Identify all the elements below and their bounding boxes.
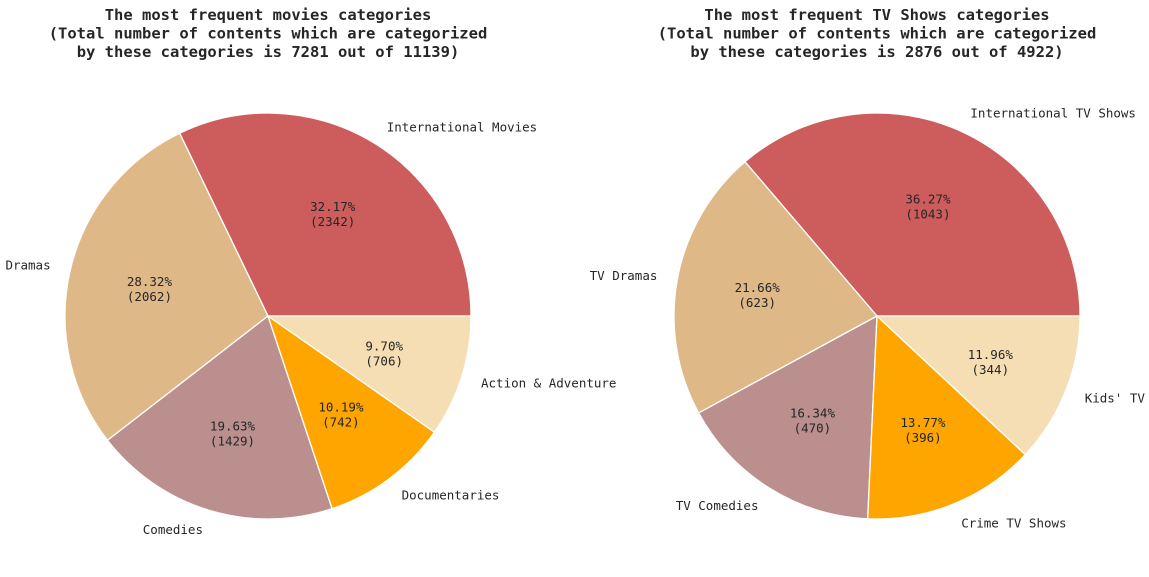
slice-label-tv-dramas: TV Dramas xyxy=(590,268,658,283)
slice-label-kids-tv: Kids' TV xyxy=(1085,390,1146,405)
tv-shows-title-line-3: by these categories is 2876 out of 4922) xyxy=(690,43,1063,61)
slice-percent-label: 32.17% xyxy=(310,199,356,214)
slice-value-dramas: 28.32% (2062) xyxy=(127,274,173,304)
tv-shows-title-line-1: The most frequent TV Shows categories xyxy=(704,6,1049,24)
tv-shows-chart-title: The most frequent TV Shows categories (To… xyxy=(658,6,1097,61)
slice-count-label: (2342) xyxy=(310,214,355,229)
slice-count-label: (706) xyxy=(365,354,403,369)
slice-label-dramas: Dramas xyxy=(5,257,50,272)
slice-value-action-adventure: 9.70% (706) xyxy=(365,339,403,369)
movies-slice-labels: International Movies 32.17% (2342) Dramas 28… xyxy=(5,119,616,537)
movies-slices xyxy=(64,112,472,520)
slice-count-label: (2062) xyxy=(127,289,172,304)
slice-percent-label: 19.63% xyxy=(210,419,256,434)
slice-value-tv-comedies: 16.34% (470) xyxy=(790,405,836,435)
tv-shows-slices xyxy=(673,112,1081,520)
slice-percent-label: 9.70% xyxy=(365,339,403,354)
slice-percent-label: 13.77% xyxy=(900,415,946,430)
slice-percent-label: 28.32% xyxy=(127,274,173,289)
movies-chart-title: The most frequent movies categories (Tota… xyxy=(49,6,488,61)
slice-count-label: (396) xyxy=(904,430,942,445)
pie-slice-comedies xyxy=(106,314,333,520)
slice-count-label: (470) xyxy=(794,420,832,435)
slice-value-documentaries: 10.19% (742) xyxy=(318,400,364,430)
pie-slice-kids-tv xyxy=(875,315,1081,456)
tv-shows-title-line-2: (Total number of contents which are cate… xyxy=(658,25,1097,43)
movies-categories-pie-chart: The most frequent movies categories (Tota… xyxy=(5,6,616,537)
pie-slice-international-tv-shows xyxy=(744,112,1081,317)
slice-label-international-tv-shows: International TV Shows xyxy=(970,106,1136,121)
slice-count-label: (1043) xyxy=(905,207,950,222)
slice-value-international-movies: 32.17% (2342) xyxy=(310,199,356,229)
slice-value-crime-tv-shows: 13.77% (396) xyxy=(900,415,946,445)
slice-label-action-adventure: Action & Adventure xyxy=(481,376,616,391)
slice-percent-label: 16.34% xyxy=(790,405,836,420)
pie-slice-international-movies xyxy=(178,112,472,317)
slice-label-documentaries: Documentaries xyxy=(402,487,500,502)
slice-percent-label: 36.27% xyxy=(905,192,951,207)
slice-count-label: (623) xyxy=(738,295,776,310)
slice-count-label: (344) xyxy=(971,362,1009,377)
slice-count-label: (1429) xyxy=(210,434,255,449)
slice-value-comedies: 19.63% (1429) xyxy=(210,419,256,449)
tv-shows-slice-labels: International TV Shows 36.27% (1043) TV Dra… xyxy=(590,106,1146,531)
slice-percent-label: 11.96% xyxy=(968,347,1014,362)
pie-slice-tv-dramas xyxy=(673,160,879,414)
slice-count-label: (742) xyxy=(322,415,360,430)
pie-slice-crime-tv-shows xyxy=(867,314,1027,520)
slice-label-international-movies: International Movies xyxy=(387,119,538,134)
slice-percent-label: 21.66% xyxy=(735,280,781,295)
pie-slice-tv-comedies xyxy=(697,314,878,520)
slice-value-tv-dramas: 21.66% (623) xyxy=(735,280,781,310)
movies-title-line-1: The most frequent movies categories xyxy=(105,6,432,24)
movies-title-line-2: (Total number of contents which are cate… xyxy=(49,25,488,43)
movies-title-line-3: by these categories is 7281 out of 11139… xyxy=(77,43,460,61)
slice-value-kids-tv: 11.96% (344) xyxy=(968,347,1014,377)
slice-label-crime-tv-shows: Crime TV Shows xyxy=(961,515,1066,530)
pie-slice-action-adventure xyxy=(265,315,472,434)
slice-percent-label: 10.19% xyxy=(318,400,364,415)
pie-slice-documentaries xyxy=(266,314,436,510)
slice-value-international-tv-shows: 36.27% (1043) xyxy=(905,192,951,222)
pie-slice-dramas xyxy=(64,132,269,442)
slice-label-comedies: Comedies xyxy=(143,522,203,537)
slice-label-tv-comedies: TV Comedies xyxy=(676,498,759,513)
tv-shows-categories-pie-chart: The most frequent TV Shows categories (To… xyxy=(590,6,1146,530)
